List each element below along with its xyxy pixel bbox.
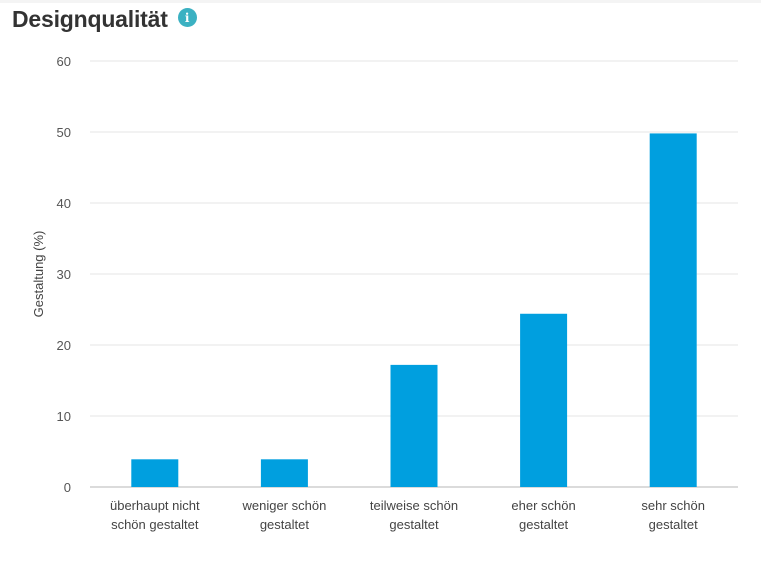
info-icon[interactable]: i [177,8,197,27]
x-category-label: überhaupt nicht schön gestaltet [110,498,200,532]
y-tick-label: 10 [57,409,71,424]
bar[interactable] [131,459,179,487]
x-category-label: weniger schön gestaltet [241,498,326,532]
page-title: Designqualität [12,6,168,32]
bar[interactable] [260,459,308,487]
top-bar [0,0,761,3]
y-tick-label: 0 [64,480,71,495]
y-tick-label: 60 [57,54,71,69]
x-axis-categories: überhaupt nicht schön gestaltet weniger sc… [110,498,705,532]
x-category-label: eher schön gestaltet [511,498,575,532]
y-axis-ticks: 0 10 20 30 40 50 60 [57,54,71,495]
x-category-label: sehr schön gestaltet [641,498,705,532]
y-tick-label: 20 [57,338,71,353]
y-tick-label: 30 [57,267,71,282]
bar[interactable] [649,133,697,488]
y-axis-label: Gestaltung (%) [31,231,46,318]
chart-header: Designqualität i [12,6,197,33]
y-tick-label: 40 [57,196,71,211]
grid-lines [90,60,738,488]
bar[interactable] [520,313,568,487]
y-tick-label: 50 [57,125,71,140]
x-category-label: teilweise schön gestaltet [370,498,458,532]
bars [131,133,697,488]
bar[interactable] [390,364,438,487]
